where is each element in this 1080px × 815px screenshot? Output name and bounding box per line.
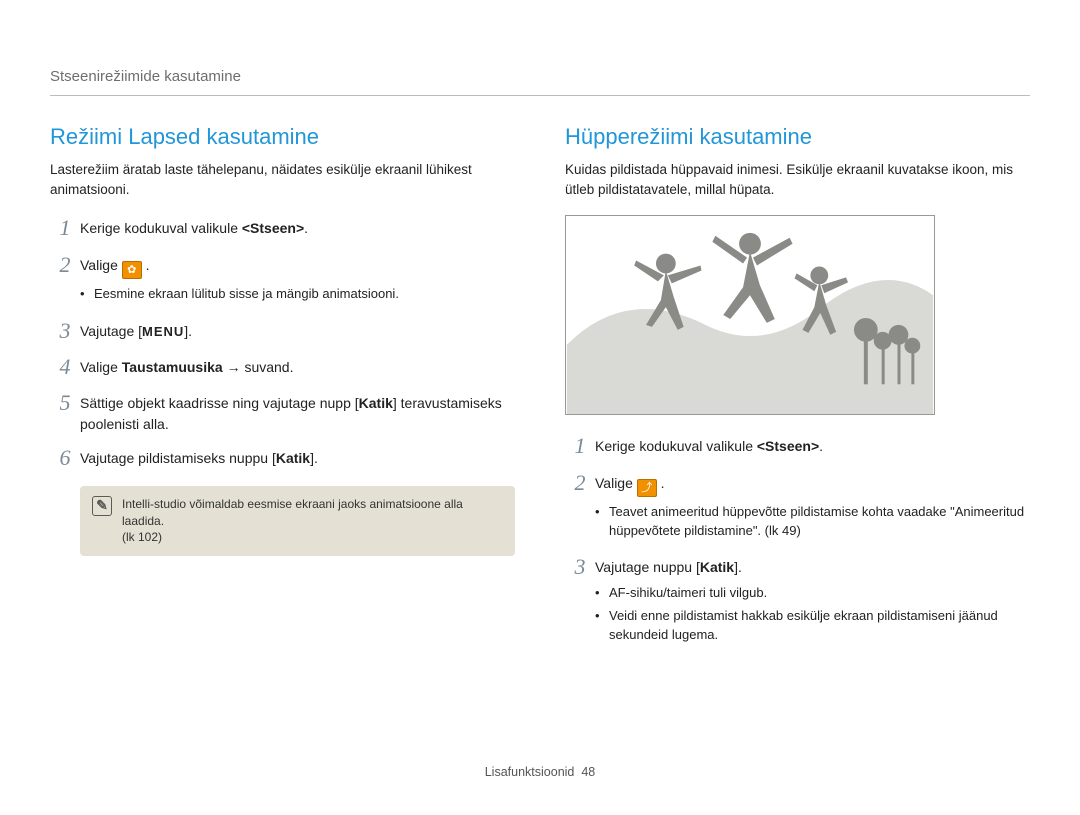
step: 1 Kerige kodukuval valikule <Stseen>. — [565, 433, 1030, 459]
left-column: Režiimi Lapsed kasutamine Lasterežiim är… — [50, 124, 515, 659]
step-number: 1 — [565, 433, 595, 459]
step-text: Sättige objekt kaadrisse ning vajutage n… — [80, 390, 515, 435]
left-lead: Lasterežiim äratab laste tähelepanu, näi… — [50, 160, 515, 199]
step-text: Kerige kodukuval valikule <Stseen>. — [80, 215, 515, 239]
step-number: 6 — [50, 445, 80, 471]
page-footer: Lisafunktsioonid 48 — [0, 765, 1080, 779]
step-number: 2 — [565, 470, 595, 496]
step: 5 Sättige objekt kaadrisse ning vajutage… — [50, 390, 515, 435]
step-number: 1 — [50, 215, 80, 241]
step-text: Kerige kodukuval valikule <Stseen>. — [595, 433, 1030, 457]
step: 3 Vajutage [MENU]. — [50, 318, 515, 344]
step-bullet: Teavet animeeritud hüppevõtte pildistami… — [595, 503, 1030, 541]
note-box: ✎ Intelli-studio võimaldab eesmise ekraa… — [80, 486, 515, 556]
note-text: Intelli-studio võimaldab eesmise ekraani… — [122, 496, 503, 546]
jump-mode-icon: ⤴ — [637, 479, 657, 497]
step-number: 3 — [50, 318, 80, 344]
menu-label: MENU — [142, 324, 184, 339]
step-bullet: AF-sihiku/taimeri tuli vilgub. — [595, 584, 1030, 603]
step: 4 Valige Taustamuusika → suvand. — [50, 354, 515, 380]
step-number: 5 — [50, 390, 80, 416]
step-number: 4 — [50, 354, 80, 380]
step-bullet: Eesmine ekraan lülitub sisse ja mängib a… — [80, 285, 515, 304]
step: 2 Valige ✿ . Eesmine ekraan lülitub siss… — [50, 252, 515, 308]
step-number: 3 — [565, 554, 595, 580]
children-mode-icon: ✿ — [122, 261, 142, 279]
note-icon: ✎ — [92, 496, 112, 516]
left-section-title: Režiimi Lapsed kasutamine — [50, 124, 515, 150]
right-lead: Kuidas pildistada hüppavaid inimesi. Esi… — [565, 160, 1030, 199]
step-text: Valige ✿ . Eesmine ekraan lülitub sisse … — [80, 252, 515, 308]
step-text: Valige Taustamuusika → suvand. — [80, 354, 515, 378]
step: 1 Kerige kodukuval valikule <Stseen>. — [50, 215, 515, 241]
step-number: 2 — [50, 252, 80, 278]
right-section-title: Hüpperežiimi kasutamine — [565, 124, 1030, 150]
right-column: Hüpperežiimi kasutamine Kuidas pildistad… — [565, 124, 1030, 659]
step-text: Vajutage [MENU]. — [80, 318, 515, 342]
jump-illustration — [565, 215, 935, 415]
step: 3 Vajutage nuppu [Katik]. AF-sihiku/taim… — [565, 554, 1030, 649]
step-text: Vajutage pildistamiseks nuppu [Katik]. — [80, 445, 515, 469]
step-text: Vajutage nuppu [Katik]. AF-sihiku/taimer… — [595, 554, 1030, 649]
page-header: Stseenirežiimide kasutamine — [50, 68, 1030, 96]
step: 2 Valige ⤴ . Teavet animeeritud hüppevõt… — [565, 470, 1030, 545]
step-text: Valige ⤴ . Teavet animeeritud hüppevõtte… — [595, 470, 1030, 545]
left-steps: 1 Kerige kodukuval valikule <Stseen>. 2 … — [50, 215, 515, 472]
step-bullet: Veidi enne pildistamist hakkab esikülje … — [595, 607, 1030, 645]
step: 6 Vajutage pildistamiseks nuppu [Katik]. — [50, 445, 515, 471]
arrow-icon: → — [227, 359, 241, 375]
right-steps: 1 Kerige kodukuval valikule <Stseen>. 2 … — [565, 433, 1030, 649]
